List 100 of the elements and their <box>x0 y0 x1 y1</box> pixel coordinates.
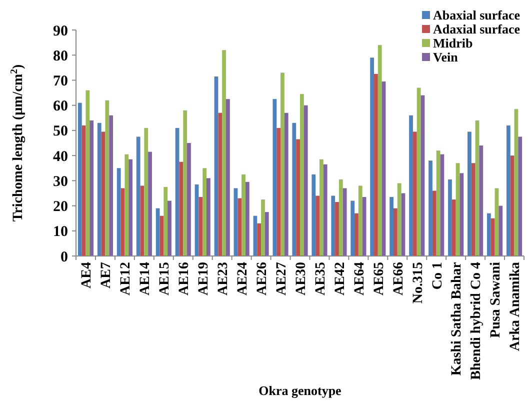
bar <box>238 198 242 256</box>
x-tick-label: AE15 <box>158 262 173 296</box>
bar <box>393 208 398 256</box>
bar <box>116 168 121 256</box>
bar <box>354 213 358 256</box>
x-tick-label: Co 1 <box>430 262 446 290</box>
y-tick-label: 90 <box>53 23 68 40</box>
x-tick-label: AE42 <box>332 262 348 296</box>
bar <box>78 102 82 256</box>
y-tick-label: 70 <box>53 73 68 90</box>
y-tick-label: 80 <box>53 48 68 64</box>
bar <box>409 115 413 256</box>
x-tick-label: AE7 <box>99 262 114 288</box>
bar <box>97 122 102 256</box>
bar <box>390 196 394 256</box>
bar <box>261 200 265 256</box>
bar <box>226 99 230 256</box>
bar <box>323 164 328 256</box>
bar <box>105 100 110 256</box>
legend-label: Abaxial surface <box>433 8 520 23</box>
x-tick-label: AE23 <box>216 262 231 296</box>
x-tick-label: Kashi Satha Bahar <box>450 262 465 376</box>
x-tick-label: AE65 <box>372 262 387 296</box>
bar <box>124 154 129 256</box>
bar <box>300 94 304 256</box>
bar <box>183 110 188 256</box>
bar <box>284 112 288 256</box>
legend-label: Midrib <box>433 36 473 51</box>
bar <box>187 143 191 256</box>
bar <box>416 88 421 256</box>
bar <box>448 179 452 256</box>
bar <box>331 196 336 256</box>
y-tick-label: 60 <box>53 98 68 115</box>
bar <box>206 178 210 256</box>
bar <box>440 154 444 256</box>
bar <box>90 120 94 256</box>
y-tick-label: 30 <box>53 174 68 190</box>
x-axis-title: Okra genotype <box>258 383 342 398</box>
bar <box>460 173 464 256</box>
bar <box>280 72 284 256</box>
bar <box>86 90 90 256</box>
bar <box>264 212 269 256</box>
bar <box>514 109 518 256</box>
bar <box>214 76 218 256</box>
bar <box>397 183 402 256</box>
bar <box>257 223 262 256</box>
bar <box>335 202 339 256</box>
x-tick-label: AE4 <box>80 262 95 288</box>
bar <box>358 186 362 256</box>
bar <box>296 139 300 256</box>
x-tick-label: AE19 <box>196 262 212 296</box>
bar <box>374 74 378 256</box>
bar <box>486 213 491 256</box>
bar <box>506 125 510 256</box>
bar <box>452 200 456 256</box>
y-tick-label: 0 <box>60 249 68 266</box>
x-tick-label: AE26 <box>254 262 270 296</box>
bar <box>510 156 514 256</box>
bar <box>168 200 172 256</box>
bar <box>312 174 316 256</box>
x-tick-label: AE12 <box>118 262 134 296</box>
legend-label: Adaxial surface <box>433 22 520 37</box>
bar <box>338 179 343 256</box>
bar <box>304 105 308 256</box>
x-tick-label: Pusa Sawani <box>488 262 504 338</box>
bar <box>471 163 476 256</box>
bar <box>109 115 114 256</box>
x-tick-label: AE14 <box>138 262 154 296</box>
bar <box>148 152 152 256</box>
bar <box>490 218 495 256</box>
bar <box>518 136 522 256</box>
bar <box>319 159 324 256</box>
bar <box>370 58 374 256</box>
bar <box>292 122 296 256</box>
x-tick-label: AE27 <box>274 262 290 296</box>
y-tick-label: 40 <box>53 148 68 165</box>
bar <box>272 99 277 256</box>
bar <box>498 206 503 256</box>
bar <box>412 132 417 256</box>
y-tick-label: 10 <box>53 224 68 240</box>
x-tick-label: AE66 <box>391 262 406 296</box>
bar <box>144 128 148 256</box>
bar <box>136 136 140 256</box>
y-tick-label: 50 <box>53 124 68 140</box>
bar <box>276 128 281 256</box>
bar <box>245 182 250 256</box>
x-tick-label: AE24 <box>235 262 250 296</box>
y-tick-label: 20 <box>53 199 68 216</box>
bar <box>179 162 184 256</box>
x-tick-label: Arka Anamika <box>508 262 524 352</box>
x-tick-label: AE35 <box>313 262 328 296</box>
bar <box>202 168 207 256</box>
legend-label: Vein <box>433 50 459 65</box>
bar <box>382 81 386 256</box>
bar <box>350 200 355 256</box>
x-tick-label: AE16 <box>177 262 192 296</box>
bar <box>218 112 222 256</box>
bar <box>468 132 472 256</box>
x-tick-label: AE30 <box>294 262 309 296</box>
x-tick-label: Bhendi hybrid Co 4 <box>469 262 484 380</box>
